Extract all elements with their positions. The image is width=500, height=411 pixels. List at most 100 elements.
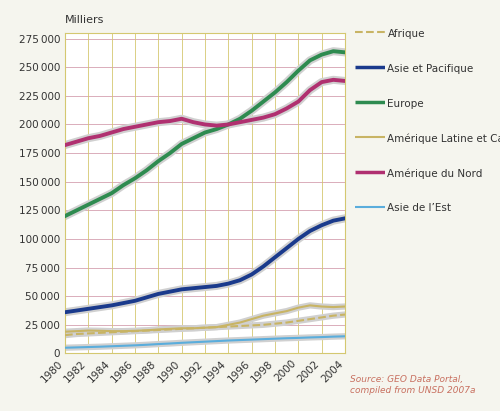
Europe [132,176,138,181]
Amérique Latine et Caraïbes [296,305,302,310]
Asie de l’Est [318,335,324,339]
Asie de l’Est [178,340,184,345]
Afrique [156,328,162,332]
Amérique Latine et Caraïbes [214,325,220,330]
Europe [307,58,313,63]
Afrique [237,323,243,328]
Asie et Pacifique [342,216,348,221]
Amérique Latine et Caraïbes [202,325,208,330]
Amérique Latine et Caraïbes [74,329,80,334]
Text: Source: GEO Data Portal,
compiled from UNSD 2007a: Source: GEO Data Portal, compiled from U… [350,375,476,395]
Afrique [144,328,150,333]
Afrique [318,315,324,320]
Europe [108,191,114,196]
Line: Asie et Pacifique: Asie et Pacifique [65,218,345,312]
Asie et Pacifique [178,287,184,292]
Amérique Latine et Caraïbes [108,329,114,334]
Asie et Pacifique [132,298,138,303]
Afrique [167,327,173,332]
Asie et Pacifique [272,255,278,260]
Europe [237,116,243,121]
Afrique [226,324,232,329]
Asie et Pacifique [97,305,103,309]
Asie de l’Est [74,345,80,350]
Amérique du Nord [248,118,254,122]
Asie de l’Est [86,344,91,349]
Text: Amérique Latine et Caraïbes: Amérique Latine et Caraïbes [388,133,500,144]
Asie et Pacifique [74,308,80,313]
Europe [97,196,103,201]
Afrique [272,321,278,326]
Europe [120,182,126,187]
Asie de l’Est [120,343,126,348]
Asie de l’Est [202,339,208,344]
Europe [156,159,162,164]
Amérique du Nord [108,130,114,135]
Amérique du Nord [237,120,243,125]
Asie de l’Est [342,334,348,339]
Asie et Pacifique [156,291,162,296]
Amérique Latine et Caraïbes [330,305,336,309]
Text: Amérique du Nord: Amérique du Nord [388,168,483,179]
Text: Milliers: Milliers [65,15,104,25]
Amérique du Nord [307,88,313,92]
Asie et Pacifique [190,286,196,291]
Asie et Pacifique [214,284,220,289]
Amérique du Nord [144,122,150,127]
Asie de l’Est [132,343,138,348]
Asie de l’Est [62,345,68,350]
Line: Europe: Europe [65,51,345,216]
Europe [167,151,173,156]
Asie et Pacifique [108,303,114,308]
Asie et Pacifique [318,223,324,228]
Asie et Pacifique [330,218,336,223]
Afrique [132,329,138,334]
Amérique Latine et Caraïbes [120,329,126,334]
Asie de l’Est [272,336,278,341]
Asie de l’Est [167,341,173,346]
Line: Amérique du Nord: Amérique du Nord [65,80,345,145]
Asie de l’Est [330,334,336,339]
Afrique [214,325,220,330]
Text: Afrique: Afrique [388,29,425,39]
Asie de l’Est [284,336,290,341]
Amérique du Nord [167,119,173,124]
Amérique du Nord [202,122,208,127]
Amérique du Nord [156,120,162,125]
Asie et Pacifique [248,272,254,277]
Amérique du Nord [214,123,220,128]
Asie de l’Est [260,337,266,342]
Amérique Latine et Caraïbes [342,304,348,309]
Amérique Latine et Caraïbes [178,326,184,331]
Amérique Latine et Caraïbes [260,313,266,318]
Amérique du Nord [86,136,91,141]
Amérique Latine et Caraïbes [86,328,91,333]
Amérique du Nord [330,77,336,82]
Afrique [86,331,91,336]
Europe [190,136,196,141]
Asie de l’Est [97,344,103,349]
Asie et Pacifique [237,278,243,283]
Asie et Pacifique [202,284,208,289]
Amérique du Nord [272,112,278,117]
Amérique du Nord [74,139,80,144]
Afrique [108,330,114,335]
Afrique [284,320,290,325]
Amérique du Nord [132,124,138,129]
Afrique [296,319,302,323]
Afrique [97,330,103,335]
Europe [214,127,220,132]
Europe [296,68,302,73]
Asie et Pacifique [167,289,173,294]
Amérique du Nord [226,122,232,127]
Asie de l’Est [237,337,243,342]
Asie et Pacifique [62,310,68,315]
Amérique Latine et Caraïbes [248,316,254,321]
Amérique Latine et Caraïbes [144,328,150,333]
Asie de l’Est [307,335,313,340]
Afrique [74,332,80,337]
Europe [62,214,68,219]
Afrique [178,326,184,331]
Line: Afrique: Afrique [65,314,345,335]
Europe [272,90,278,95]
